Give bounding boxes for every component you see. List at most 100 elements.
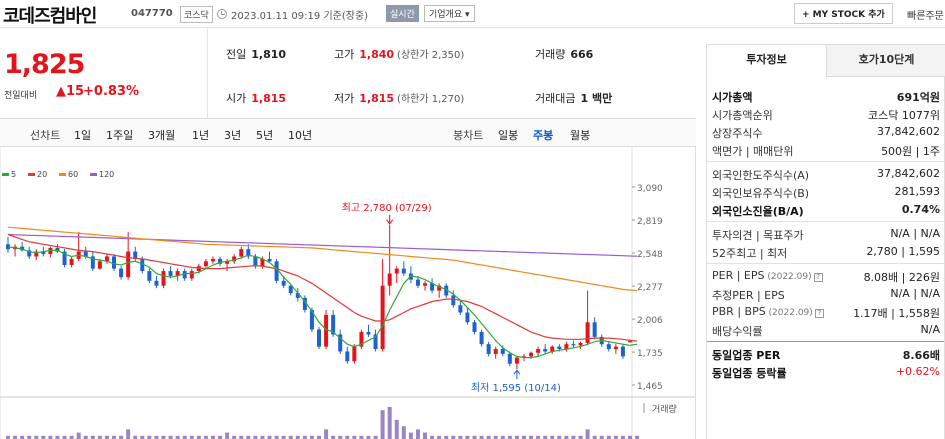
candle-body — [119, 268, 124, 278]
volume-bar — [140, 435, 145, 439]
volume-bar — [48, 435, 53, 439]
candle-body — [295, 293, 300, 298]
candlestick-chart[interactable]: 3,090 2,819 2,548 2,277 2,006 1,735 1,465 최고 2,… — [0, 147, 696, 439]
candle-weekly[interactable]: 주봉 — [533, 129, 554, 142]
help-icon[interactable]: ? — [813, 273, 823, 282]
volume-bar — [387, 407, 392, 439]
high-arrowhead — [386, 219, 394, 225]
candle-body — [62, 251, 67, 265]
info-value: 37,842,602 — [877, 167, 940, 180]
volume-bar — [203, 435, 208, 439]
volume-bar — [423, 432, 428, 439]
info-row-est-per: 추정PER | EPS N/A | N/A — [712, 285, 942, 303]
candle-body — [507, 353, 512, 364]
period-3m[interactable]: 3개월 — [148, 129, 176, 142]
candle-body — [423, 283, 428, 286]
volume-bar — [112, 435, 117, 439]
volume-bar — [578, 435, 583, 439]
volume-bar — [133, 435, 138, 439]
volume-bar — [41, 435, 46, 439]
volume-bar — [126, 429, 131, 439]
ma5-line — [7, 246, 638, 359]
info-label: 동일업종 등락률 — [712, 367, 787, 380]
tab-orderbook[interactable]: 호가10단계 — [827, 45, 945, 77]
period-10y[interactable]: 10년 — [288, 129, 313, 142]
volume-bar — [613, 435, 618, 439]
candle-body — [140, 258, 145, 272]
y-tick-label: 2,006 — [637, 316, 663, 326]
candle-body — [465, 312, 470, 323]
candle-body — [606, 344, 611, 350]
candle-body — [168, 271, 173, 276]
candle-monthly[interactable]: 월봉 — [570, 129, 591, 142]
period-1d[interactable]: 1일 — [74, 129, 92, 142]
volume-bar — [606, 435, 611, 439]
volume-bar — [13, 435, 18, 439]
candle-daily[interactable]: 일봉 — [498, 129, 519, 142]
realtime-button[interactable]: 실시간 — [386, 5, 419, 22]
info-label: 시가총액순위 — [712, 109, 773, 122]
period-1y[interactable]: 1년 — [192, 129, 210, 142]
volume-bar — [458, 435, 463, 439]
info-label: 액면가 | 매매단위 — [712, 145, 794, 158]
candle-body — [288, 285, 293, 294]
volume-bar — [225, 432, 230, 439]
info-row-pbr: PBR | BPS (2022.09)? 1.17배 | 1,558원 — [712, 303, 942, 321]
candle-body — [458, 305, 463, 313]
volume-bar — [295, 435, 300, 439]
volume-bar — [27, 435, 32, 439]
low-arrowhead — [513, 369, 521, 375]
candle-body — [529, 352, 534, 357]
candle-body — [493, 349, 498, 354]
period-5y[interactable]: 5년 — [256, 129, 274, 142]
corp-overview-dropdown[interactable]: 기업개요 ▾ — [424, 5, 475, 22]
info-row: 투자의견 | 목표주가 N/A | N/A — [712, 225, 942, 243]
info-date: (2022.09) — [764, 272, 812, 282]
volume-bar — [253, 435, 258, 439]
info-label: 외국인소진율(B/A) — [712, 205, 804, 218]
volume-bar — [331, 435, 336, 439]
volume-bar — [196, 435, 201, 439]
quick-order-link[interactable]: 빠른주문 — [907, 11, 944, 22]
volume-bar — [302, 435, 307, 439]
candle-body — [345, 351, 350, 362]
info-value: N/A — [920, 323, 940, 336]
volume-bar — [69, 435, 74, 439]
volume-bar — [366, 435, 371, 439]
candle-body — [317, 329, 321, 347]
volume-bar — [281, 435, 286, 439]
candle-body — [564, 344, 569, 350]
legend-ma20: 20 — [28, 170, 47, 179]
volume-bar — [210, 435, 215, 439]
company-name: 코데즈컴바인 — [3, 6, 97, 27]
info-value: N/A | N/A — [890, 287, 940, 300]
volume-bar — [592, 435, 597, 439]
stat-high: 고가 1,840 (상한가 2,350) — [334, 48, 465, 61]
tab-investment-info[interactable]: 투자정보 — [707, 45, 827, 77]
candle-body — [592, 322, 597, 337]
help-icon[interactable]: ? — [814, 309, 824, 318]
candle-body — [430, 283, 435, 291]
volume-bar — [536, 435, 541, 439]
candle-body — [196, 266, 201, 272]
candle-body — [133, 251, 138, 259]
candle-body — [472, 322, 477, 332]
legend-swatch — [90, 173, 97, 176]
volume-bar — [76, 432, 81, 439]
candle-body — [97, 261, 102, 269]
volume-bar — [437, 435, 442, 439]
add-mystock-button[interactable]: + MY STOCK 추가 — [794, 3, 893, 24]
volume-bar — [493, 435, 498, 439]
line-chart-label: 선차트 — [30, 129, 61, 142]
volume-bar — [444, 435, 449, 439]
period-bar: 선차트 1일 1주일 3개월 1년 3년 5년 10년 봉차트 일봉 주봉 월봉 — [0, 118, 696, 147]
divider — [707, 161, 944, 162]
info-row-dividend: 배당수익률 N/A — [712, 321, 942, 339]
period-1w[interactable]: 1주일 — [106, 129, 134, 142]
volume-bar — [394, 419, 399, 439]
candle-body — [415, 279, 420, 286]
investment-info-panel: 투자정보 호가10단계 시가총액 691억원 시가총액순위 코스닥 1077위 상장주식… — [706, 44, 945, 439]
info-row-industry-change: 동일업종 등락률 +0.62% — [712, 363, 942, 381]
volume-bar — [521, 435, 526, 439]
period-3y[interactable]: 3년 — [224, 129, 242, 142]
